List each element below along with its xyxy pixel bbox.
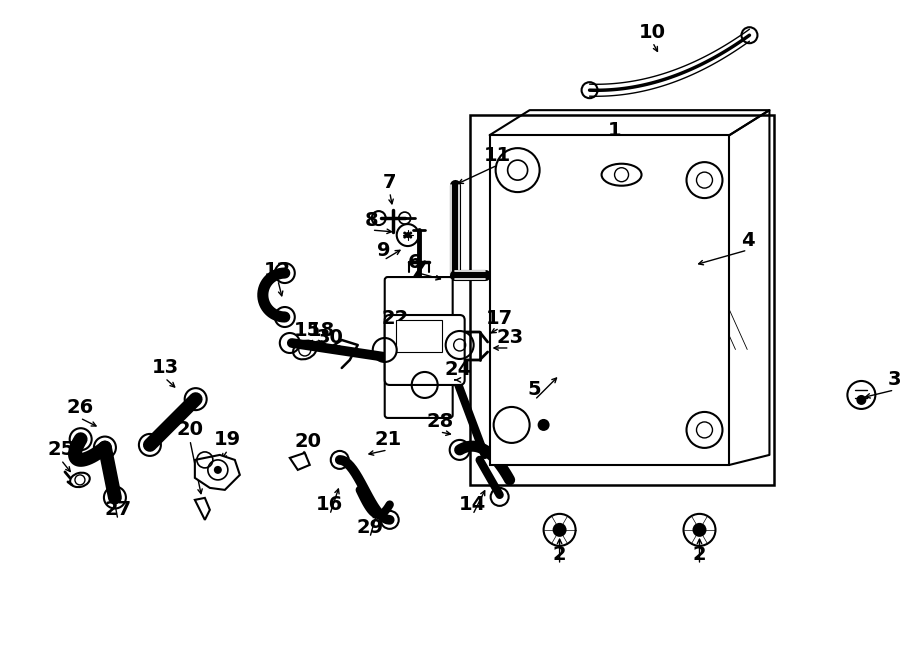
- Circle shape: [410, 231, 412, 235]
- Text: 30: 30: [316, 329, 343, 348]
- Circle shape: [692, 523, 706, 537]
- Circle shape: [537, 419, 550, 431]
- Text: 18: 18: [308, 321, 336, 340]
- FancyBboxPatch shape: [384, 315, 464, 385]
- Text: 10: 10: [639, 22, 666, 42]
- Text: 1: 1: [608, 121, 621, 139]
- Circle shape: [857, 395, 867, 405]
- Bar: [470, 115, 774, 485]
- Text: 27: 27: [104, 500, 131, 520]
- Circle shape: [403, 235, 406, 239]
- Circle shape: [553, 523, 567, 537]
- Text: 2: 2: [693, 545, 706, 564]
- Text: 15: 15: [294, 321, 321, 340]
- Text: 19: 19: [214, 430, 241, 449]
- Text: 14: 14: [459, 495, 486, 514]
- Text: 28: 28: [426, 412, 454, 432]
- Text: 11: 11: [484, 145, 511, 165]
- Text: 20: 20: [294, 432, 321, 451]
- Bar: [396, 320, 442, 352]
- Text: 26: 26: [67, 399, 94, 418]
- Circle shape: [403, 231, 406, 235]
- Text: 7: 7: [383, 173, 397, 192]
- Text: 23: 23: [496, 329, 523, 348]
- Polygon shape: [195, 455, 239, 490]
- Text: 9: 9: [377, 241, 391, 260]
- Text: 8: 8: [364, 211, 379, 229]
- Text: 20: 20: [176, 420, 203, 440]
- Text: 25: 25: [48, 440, 75, 459]
- Text: 21: 21: [374, 430, 401, 449]
- Text: 3: 3: [887, 370, 900, 389]
- Text: 13: 13: [151, 358, 178, 377]
- Text: 6: 6: [408, 253, 421, 272]
- Text: 4: 4: [741, 231, 754, 250]
- Text: 24: 24: [444, 360, 472, 379]
- Text: 5: 5: [527, 381, 542, 399]
- Text: 22: 22: [381, 309, 409, 327]
- Polygon shape: [290, 453, 310, 470]
- Text: 16: 16: [316, 495, 344, 514]
- Circle shape: [410, 235, 412, 239]
- Polygon shape: [195, 498, 210, 520]
- Text: 12: 12: [265, 260, 292, 280]
- Circle shape: [214, 466, 221, 474]
- Text: 2: 2: [553, 545, 566, 564]
- Text: 29: 29: [356, 518, 383, 537]
- Circle shape: [405, 232, 410, 238]
- Text: 17: 17: [486, 309, 513, 327]
- Bar: [490, 135, 730, 465]
- FancyBboxPatch shape: [384, 277, 453, 418]
